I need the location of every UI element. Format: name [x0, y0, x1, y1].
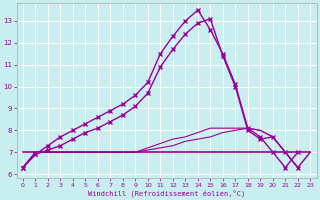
X-axis label: Windchill (Refroidissement éolien,°C): Windchill (Refroidissement éolien,°C): [88, 189, 245, 197]
